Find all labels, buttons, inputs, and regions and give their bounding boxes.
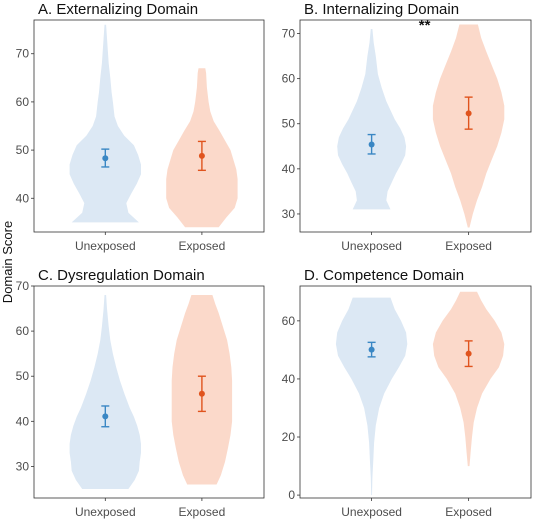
x-category-label: Unexposed — [75, 239, 136, 253]
violin-exposed — [432, 291, 505, 467]
significance-marker: ** — [419, 17, 431, 34]
x-category-label: Exposed — [179, 239, 226, 253]
y-tick-label: 50 — [16, 369, 30, 383]
violin-unexposed — [69, 24, 141, 223]
y-tick-label: 40 — [282, 372, 296, 386]
y-tick-label: 50 — [16, 143, 30, 157]
y-axis-label: Domain Score — [0, 221, 15, 303]
y-tick-label: 30 — [16, 459, 30, 473]
mean-point-unexposed — [368, 141, 375, 148]
y-tick-label: 40 — [16, 191, 30, 205]
panel-title: D. Competence Domain — [304, 267, 464, 284]
y-tick-label: 30 — [282, 207, 296, 221]
x-category-label: Exposed — [445, 505, 492, 519]
mean-point-exposed — [198, 152, 205, 159]
y-tick-label: 60 — [16, 324, 30, 338]
panel-title: A. Externalizing Domain — [38, 1, 198, 18]
panel-title: C. Dysregulation Domain — [38, 267, 205, 284]
y-tick-label: 0 — [288, 488, 295, 502]
y-tick-label: 20 — [282, 430, 296, 444]
x-category-label: Exposed — [445, 239, 492, 253]
mean-point-unexposed — [368, 346, 375, 353]
violin-unexposed — [69, 295, 141, 489]
y-tick-label: 70 — [16, 279, 30, 293]
y-tick-label: 60 — [16, 95, 30, 109]
y-tick-label: 50 — [282, 117, 296, 131]
y-tick-label: 70 — [16, 47, 30, 61]
panel-externalizing: A. Externalizing Domain 40 50 60 70 Unexposed… — [16, 1, 265, 253]
mean-point-unexposed — [102, 155, 109, 162]
panel-competence: D. Competence Domain 0 20 40 60 Unexposed Expo… — [282, 267, 532, 519]
violin-unexposed — [337, 29, 407, 210]
mean-point-unexposed — [102, 413, 109, 420]
mean-point-exposed — [465, 350, 472, 357]
plot-frame — [299, 285, 532, 499]
plot-frame — [299, 19, 532, 233]
mean-point-exposed — [465, 110, 472, 117]
x-category-label: Exposed — [179, 505, 226, 519]
y-tick-label: 60 — [282, 314, 296, 328]
y-tick-label: 60 — [282, 72, 296, 86]
panel-internalizing: B. Internalizing Domain** 30 40 50 60 70 Unexp… — [282, 1, 532, 253]
y-tick-label: 40 — [282, 162, 296, 176]
y-tick-label: 40 — [16, 414, 30, 428]
x-category-label: Unexposed — [341, 505, 402, 519]
panels: A. Externalizing Domain 40 50 60 70 Unexposed… — [16, 1, 532, 519]
panel-dysregulation: C. Dysregulation Domain 30 40 50 60 70 Unexpos… — [16, 267, 265, 519]
violin-unexposed — [335, 297, 408, 496]
x-category-label: Unexposed — [341, 239, 402, 253]
mean-point-exposed — [198, 390, 205, 397]
x-category-label: Unexposed — [75, 505, 136, 519]
y-tick-label: 70 — [282, 27, 296, 41]
plot-frame — [33, 19, 265, 233]
plot-frame — [33, 285, 265, 499]
panel-title: B. Internalizing Domain — [304, 1, 459, 18]
